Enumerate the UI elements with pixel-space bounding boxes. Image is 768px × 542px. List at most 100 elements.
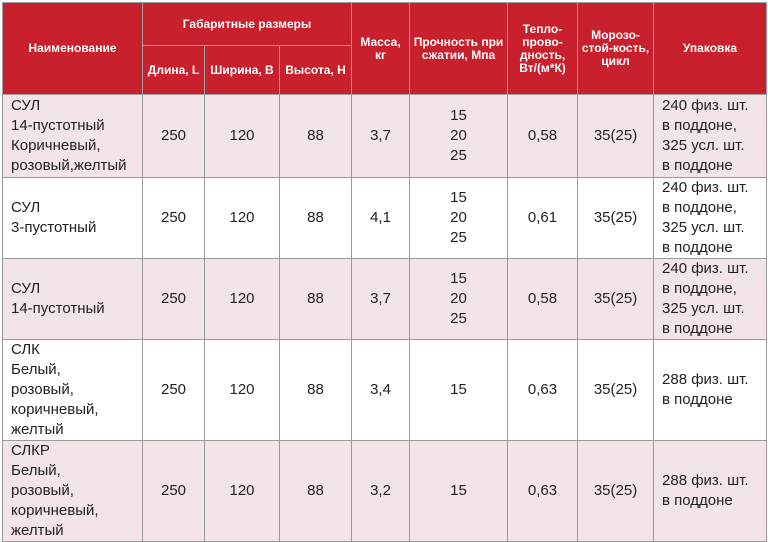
strength-cell-line: 20 <box>450 127 467 144</box>
product-name-cell-line: розовый,желтый <box>11 157 127 174</box>
mass-cell: 3,7 <box>351 258 411 340</box>
length-cell: 250 <box>142 258 205 340</box>
packing-cell-line: 240 физ. шт. <box>662 179 749 196</box>
strength-cell: 15 20 25 <box>409 258 509 340</box>
table-row: СУЛ 14-пустотный 250 120 88 3,7 15 20 25 0,58 35(2… <box>2 258 768 340</box>
product-name-cell: СУЛ 14-пустотный <box>2 258 143 340</box>
height-cell: 88 <box>278 94 353 178</box>
mass-cell: 3,2 <box>351 440 411 542</box>
width-cell: 120 <box>204 94 280 178</box>
header-packing: Упаковка <box>653 2 768 95</box>
product-name-cell-line: коричневый, <box>11 401 99 418</box>
height-cell: 88 <box>278 258 353 340</box>
packing-cell: 288 физ. шт. в поддоне <box>653 339 768 441</box>
height-cell: 88 <box>278 339 353 441</box>
conductivity-cell: 0,63 <box>507 440 579 542</box>
table-row: СЛКР Белый, розовый, коричневый, желтый 250 12… <box>2 440 768 542</box>
product-name-cell-line: СУЛ <box>11 280 41 297</box>
packing-cell-line: 288 физ. шт. <box>662 472 749 489</box>
table-row: СЛК Белый, розовый, коричневый, желтый 250 120… <box>2 339 768 441</box>
conductivity-cell: 0,58 <box>507 94 579 178</box>
packing-cell-line: в поддоне, <box>662 117 737 134</box>
strength-cell: 15 20 25 <box>409 94 509 178</box>
product-name-cell: СУЛ 14-пустотный Коричневый, розовый,желтый <box>2 94 143 178</box>
packing-cell: 288 физ. шт. в поддоне <box>653 440 768 542</box>
packing-cell-line: в поддоне <box>662 157 733 174</box>
frost-cell: 35(25) <box>577 94 655 178</box>
product-name-cell-line: 14-пустотный <box>11 117 105 134</box>
strength-cell-line: 15 <box>450 482 467 499</box>
strength-cell-line: 20 <box>450 209 467 226</box>
header-strength: Прочность при сжатии, Мпа <box>409 2 509 95</box>
product-name-cell-line: розовый, <box>11 482 74 499</box>
length-cell: 250 <box>142 177 205 259</box>
packing-cell: 240 физ. шт. в поддоне, 325 усл. шт. в подд… <box>653 177 768 259</box>
packing-cell-line: в поддоне <box>662 391 733 408</box>
length-cell: 250 <box>142 339 205 441</box>
product-name-cell-line: СЛК <box>11 341 40 358</box>
mass-cell: 4,1 <box>351 177 411 259</box>
packing-cell: 240 физ. шт. в поддоне, 325 усл. шт. в подд… <box>653 94 768 178</box>
product-name-cell-line: Белый, <box>11 361 61 378</box>
packing-cell-line: 240 физ. шт. <box>662 260 749 277</box>
height-cell: 88 <box>278 177 353 259</box>
header-mass: Масса, кг <box>351 2 411 95</box>
product-name-cell-line: СЛКР <box>11 442 50 459</box>
product-name-cell-line: 14-пустотный <box>11 300 105 317</box>
strength-cell: 15 20 25 <box>409 177 509 259</box>
strength-cell-line: 20 <box>450 290 467 307</box>
strength-cell-line: 15 <box>450 189 467 206</box>
header-height: Высота, H <box>278 45 353 95</box>
packing-cell: 240 физ. шт. в поддоне, 325 усл. шт. в подд… <box>653 258 768 340</box>
strength-cell: 15 <box>409 339 509 441</box>
mass-cell: 3,4 <box>351 339 411 441</box>
packing-cell-line: 325 усл. шт. <box>662 219 745 236</box>
packing-cell-line: в поддоне <box>662 320 733 337</box>
strength-cell-line: 25 <box>450 310 467 327</box>
header-width: Ширина, B <box>204 45 280 95</box>
table-body: СУЛ 14-пустотный Коричневый, розовый,желтый… <box>2 94 768 542</box>
frost-cell: 35(25) <box>577 440 655 542</box>
header-conductivity: Тепло-прово-дность, Вт/(м*К) <box>507 2 579 95</box>
product-name-cell-line: желтый <box>11 421 64 438</box>
mass-cell: 3,7 <box>351 94 411 178</box>
strength-cell: 15 <box>409 440 509 542</box>
strength-cell-line: 15 <box>450 107 467 124</box>
packing-cell-line: в поддоне, <box>662 280 737 297</box>
header-name: Наименование <box>2 2 143 95</box>
product-name-cell-line: коричневый, <box>11 502 99 519</box>
packing-cell-line: 325 усл. шт. <box>662 300 745 317</box>
length-cell: 250 <box>142 440 205 542</box>
conductivity-cell: 0,63 <box>507 339 579 441</box>
header-dimensions: Габаритные размеры <box>141 2 353 46</box>
strength-cell-line: 15 <box>450 381 467 398</box>
product-name-cell-line: Белый, <box>11 462 61 479</box>
strength-cell-line: 25 <box>450 229 467 246</box>
packing-cell-line: в поддоне <box>662 492 733 509</box>
packing-cell-line: 325 усл. шт. <box>662 137 745 154</box>
width-cell: 120 <box>204 339 280 441</box>
product-name-cell-line: розовый, <box>11 381 74 398</box>
width-cell: 120 <box>204 177 280 259</box>
packing-cell-line: в поддоне <box>662 239 733 256</box>
product-name-cell-line: СУЛ <box>11 199 41 216</box>
product-name-cell-line: СУЛ <box>11 97 41 114</box>
product-name-cell: СЛКР Белый, розовый, коричневый, желтый <box>2 440 143 542</box>
strength-cell-line: 25 <box>450 147 467 164</box>
header-length: Длина, L <box>142 45 205 95</box>
strength-cell-line: 15 <box>450 270 467 287</box>
frost-cell: 35(25) <box>577 258 655 340</box>
product-name-cell-line: желтый <box>11 522 64 539</box>
conductivity-cell: 0,61 <box>507 177 579 259</box>
length-cell: 250 <box>142 94 205 178</box>
table-row: СУЛ 14-пустотный Коричневый, розовый,желтый… <box>2 94 768 178</box>
height-cell: 88 <box>278 440 353 542</box>
product-name-cell: СУЛ 3-пустотный <box>2 177 143 259</box>
packing-cell-line: 240 физ. шт. <box>662 97 749 114</box>
width-cell: 120 <box>204 440 280 542</box>
header-frost: Морозо-стой-кость, цикл <box>577 2 655 95</box>
product-name-cell: СЛК Белый, розовый, коричневый, желтый <box>2 339 143 441</box>
packing-cell-line: 288 физ. шт. <box>662 371 749 388</box>
frost-cell: 35(25) <box>577 177 655 259</box>
